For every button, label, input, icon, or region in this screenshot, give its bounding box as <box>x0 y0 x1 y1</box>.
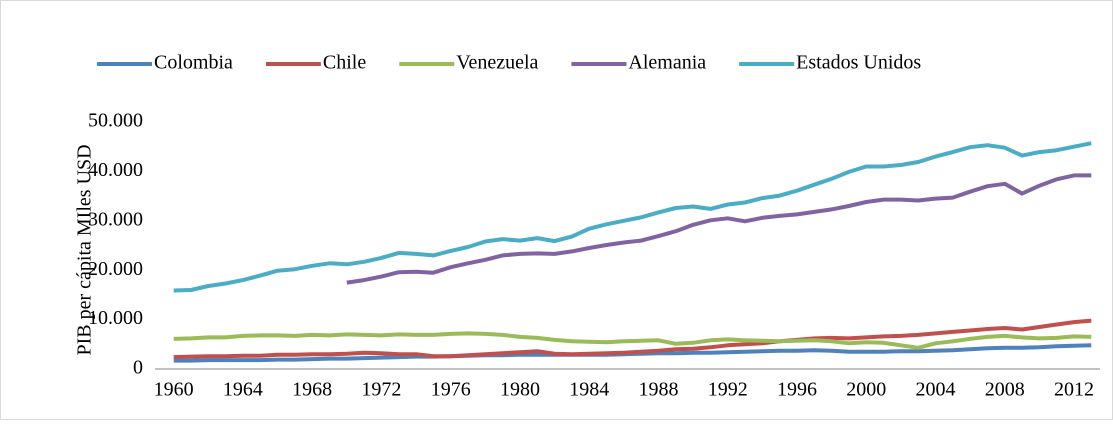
x-tick-label: 2008 <box>985 379 1025 401</box>
y-tick-label: 30.000 <box>88 208 143 230</box>
legend-label: Colombia <box>154 52 233 74</box>
x-tick-label: 1968 <box>292 379 332 401</box>
legend-label: Venezuela <box>456 52 538 74</box>
x-tick-label: 1976 <box>431 379 471 401</box>
legend-label: Estados Unidos <box>796 52 921 74</box>
x-tick-label: 2004 <box>916 379 956 401</box>
x-tick-label: 1964 <box>223 379 263 401</box>
x-tick-label: 1996 <box>777 379 817 401</box>
y-tick-label: 10.000 <box>88 307 143 329</box>
y-tick-label: 50.000 <box>88 110 143 132</box>
legend-label: Chile <box>323 52 366 74</box>
x-tick-label: 1992 <box>708 379 748 401</box>
series-line <box>173 331 1092 350</box>
x-tick-label: 2000 <box>846 379 886 401</box>
x-tick-label: 1984 <box>569 379 609 401</box>
x-tick-label: 1988 <box>638 379 678 401</box>
y-axis-label: PIB per cápita MIles USD <box>74 144 96 355</box>
legend-label: Alemania <box>628 52 706 74</box>
series-line <box>173 141 1092 293</box>
x-tick-label: 1980 <box>500 379 540 401</box>
x-tick-label: 1972 <box>361 379 401 401</box>
x-tick-label: 1960 <box>154 379 194 401</box>
series-line <box>173 318 1092 360</box>
y-tick-label: 0 <box>133 357 143 379</box>
y-tick-label: 20.000 <box>88 258 143 280</box>
series-line <box>346 173 1092 285</box>
x-tick-label: 2012 <box>1054 379 1094 401</box>
y-tick-label: 40.000 <box>88 159 143 181</box>
